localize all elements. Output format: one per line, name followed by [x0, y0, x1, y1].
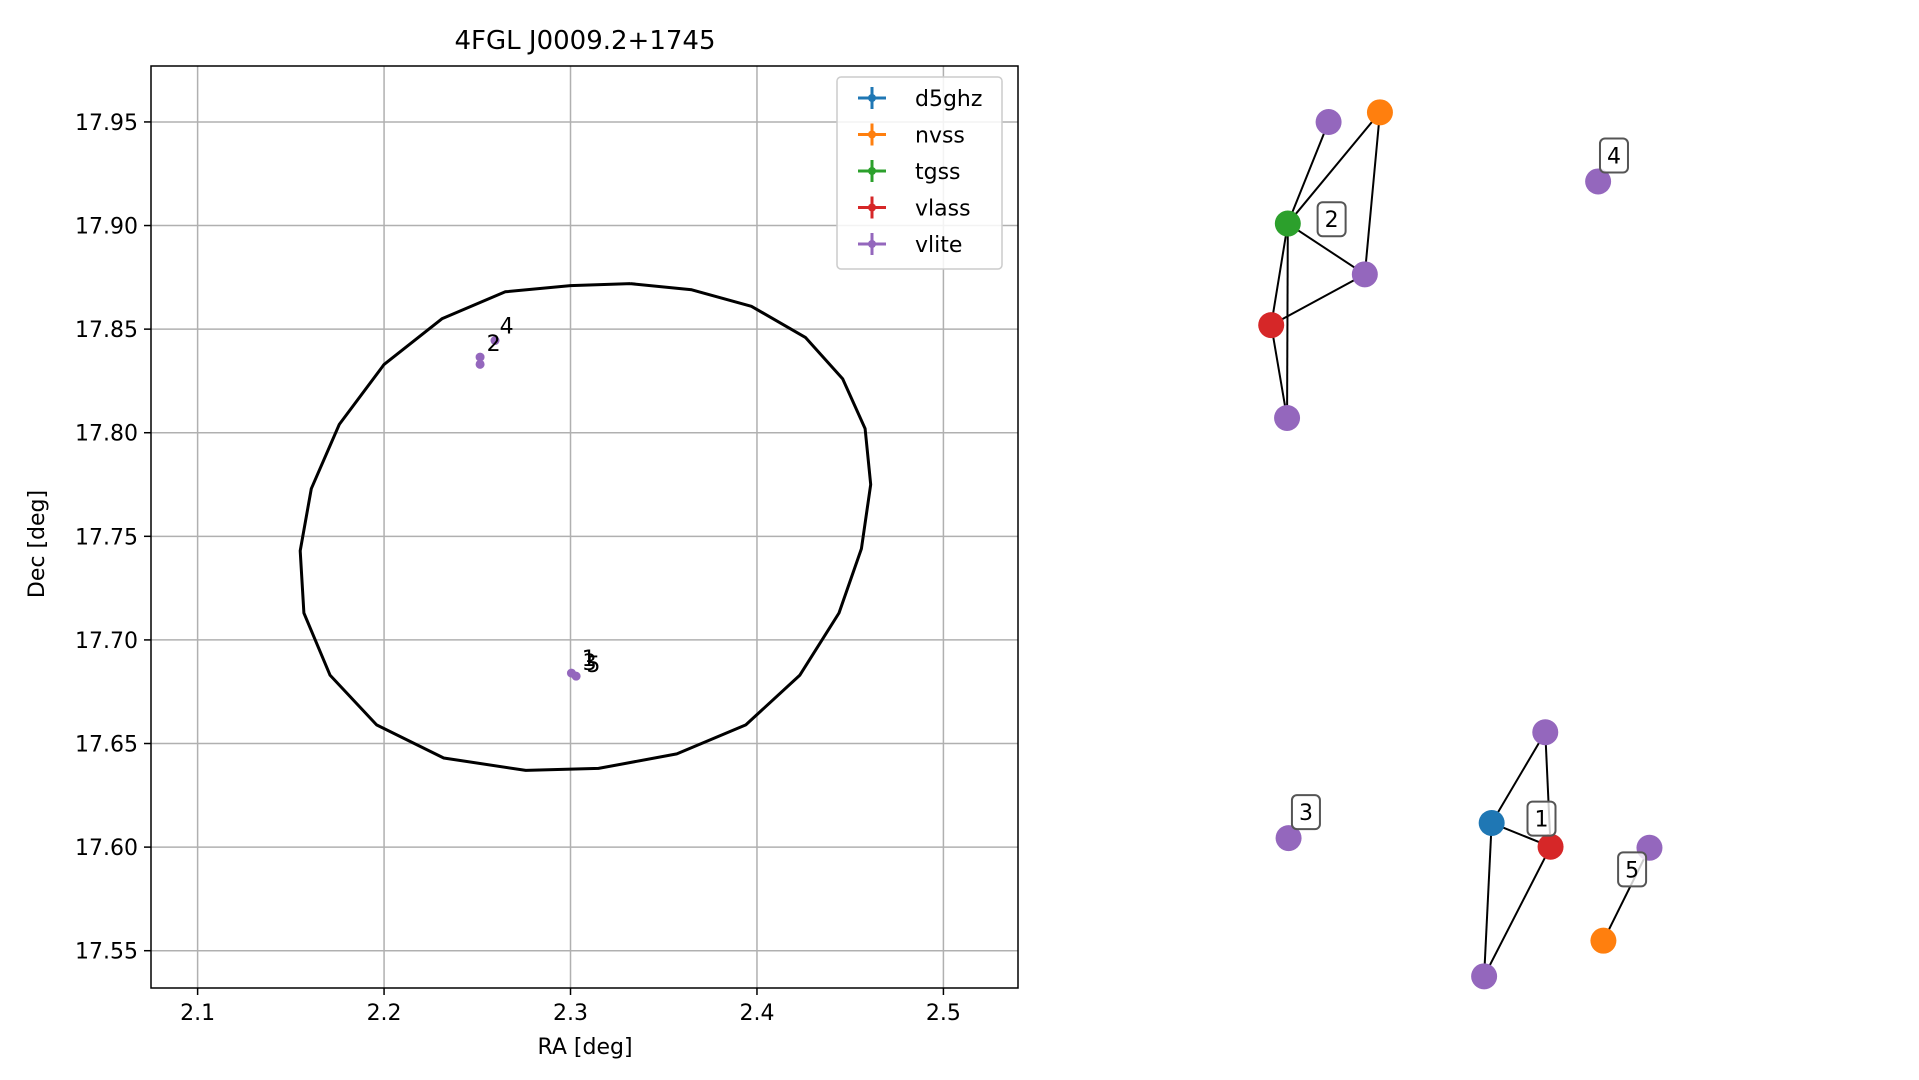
chart-title: 4FGL J0009.2+1745	[455, 26, 716, 56]
source-annotation: 4	[500, 314, 514, 339]
network-label: 3	[1290, 794, 1321, 831]
error-ellipse	[298, 282, 873, 772]
source-marker	[475, 352, 485, 362]
y-tick-label: 17.60	[75, 836, 138, 861]
source-annotations: 42 135	[487, 314, 601, 678]
y-tick-label: 17.95	[75, 111, 138, 136]
scatter-panel: 4FGL J0009.2+1745 42 135 2.1 2.2 2.3 2.4 2.5 1…	[25, 26, 1019, 1060]
plot-frame	[150, 65, 1019, 989]
y-tick-label: 17.70	[75, 629, 138, 654]
network-node	[1275, 825, 1302, 852]
legend-item: tgss	[858, 160, 961, 185]
y-tick-label: 17.90	[75, 215, 138, 240]
legend-item: d5ghz	[858, 87, 982, 112]
axis-ticks: 2.1 2.2 2.3 2.4 2.5 17.55 17.60 17.65 17.70 17.75…	[75, 111, 961, 1026]
source-marker	[571, 671, 581, 681]
legend-box	[836, 76, 1003, 270]
source-annotation: 2	[487, 332, 501, 357]
source-annotation: 3	[583, 651, 597, 676]
y-tick-label: 17.55	[75, 940, 138, 965]
network-node	[1366, 99, 1393, 126]
network-edge	[1286, 121, 1330, 224]
x-axis-label: RA [deg]	[537, 1035, 632, 1060]
source-markers	[475, 336, 581, 681]
network-label-text: 1	[1535, 808, 1549, 833]
network-edge	[1270, 273, 1366, 326]
legend-label: nvss	[915, 124, 965, 149]
network-node	[1274, 404, 1301, 431]
network-edge	[1270, 223, 1289, 326]
legend: d5ghz nvss tgss vlass vlite	[836, 76, 1003, 270]
y-tick-label: 17.65	[75, 733, 138, 758]
network-node	[1258, 312, 1285, 339]
y-tick-label: 17.80	[75, 422, 138, 447]
legend-marker-dot	[868, 240, 876, 248]
network-label-box	[1290, 794, 1321, 831]
network-label-box	[1617, 851, 1648, 888]
network-label-box	[1598, 137, 1629, 174]
network-nodes	[1258, 99, 1663, 990]
legend-marker-dot	[868, 167, 876, 175]
legend-label: vlite	[915, 233, 962, 258]
network-edge	[1287, 222, 1366, 276]
legend-label: vlass	[915, 197, 971, 222]
network-node	[1590, 927, 1617, 954]
source-marker	[490, 336, 500, 346]
network-label-text: 4	[1607, 145, 1621, 170]
network-node	[1351, 261, 1378, 288]
network-graph: 2 4 3 1 5	[1258, 99, 1663, 990]
source-annotation: 5	[586, 653, 600, 678]
error-ellipse-path	[298, 282, 873, 772]
network-label: 1	[1526, 800, 1557, 837]
network-edge	[1483, 846, 1552, 977]
y-axis-label: Dec [deg]	[25, 490, 50, 598]
network-edge	[1270, 324, 1289, 419]
legend-item: vlite	[858, 233, 962, 258]
network-node	[1315, 109, 1342, 136]
network-edge	[1286, 223, 1289, 418]
network-edge	[1287, 111, 1381, 225]
x-tick-label: 2.5	[926, 1001, 961, 1026]
network-node	[1274, 210, 1301, 237]
network-label: 4	[1598, 137, 1629, 174]
network-edge	[1483, 822, 1493, 977]
y-tick-label: 17.75	[75, 525, 138, 550]
network-node	[1478, 809, 1505, 836]
network-node	[1532, 719, 1559, 746]
x-tick-label: 2.1	[180, 1001, 215, 1026]
legend-label: tgss	[915, 160, 961, 185]
network-labels: 2 4 3 1 5	[1290, 137, 1648, 888]
legend-item: vlass	[858, 196, 971, 222]
network-node	[1537, 833, 1564, 860]
network-label: 5	[1617, 851, 1648, 888]
network-label-text: 2	[1325, 208, 1339, 233]
source-marker	[475, 359, 485, 369]
network-label-text: 5	[1625, 858, 1639, 883]
legend-label: d5ghz	[915, 87, 982, 112]
network-label-box	[1526, 800, 1557, 837]
network-edge	[1363, 112, 1381, 275]
network-label-box	[1316, 201, 1347, 238]
x-tick-label: 2.2	[367, 1001, 402, 1026]
x-tick-label: 2.4	[739, 1001, 774, 1026]
network-label: 2	[1316, 201, 1347, 238]
legend-item: nvss	[858, 123, 965, 149]
legend-marker-dot	[868, 203, 876, 212]
legend-marker-dot	[868, 94, 876, 102]
network-edge	[1490, 731, 1547, 824]
network-label-text: 3	[1299, 801, 1313, 826]
network-node	[1471, 963, 1498, 990]
network-node	[1585, 168, 1612, 195]
x-tick-label: 2.3	[553, 1001, 588, 1026]
y-tick-label: 17.85	[75, 318, 138, 343]
source-annotation: 1	[582, 647, 596, 672]
legend-marker-dot	[868, 130, 876, 139]
